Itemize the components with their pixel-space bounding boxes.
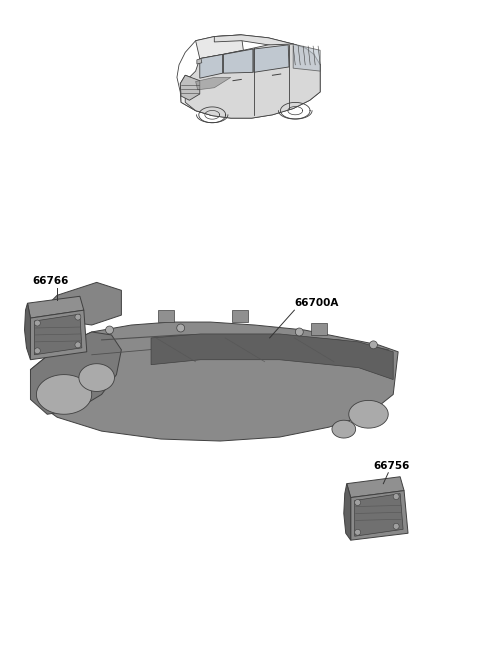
Circle shape	[393, 493, 399, 499]
Text: 66700A: 66700A	[294, 298, 339, 308]
Polygon shape	[30, 310, 87, 359]
Circle shape	[35, 320, 40, 326]
Text: 66766: 66766	[32, 276, 69, 287]
Text: 66756: 66756	[373, 461, 410, 471]
Polygon shape	[158, 310, 174, 322]
Polygon shape	[180, 75, 200, 100]
Circle shape	[295, 328, 303, 336]
Circle shape	[106, 326, 113, 334]
Polygon shape	[180, 75, 214, 115]
Polygon shape	[30, 322, 398, 441]
Polygon shape	[355, 493, 403, 536]
Polygon shape	[293, 44, 320, 71]
Polygon shape	[200, 54, 223, 78]
Circle shape	[355, 529, 360, 535]
Polygon shape	[214, 35, 293, 51]
Circle shape	[35, 348, 40, 354]
Polygon shape	[351, 491, 408, 540]
Polygon shape	[79, 363, 114, 392]
Circle shape	[393, 523, 399, 529]
Circle shape	[370, 341, 377, 349]
Circle shape	[75, 314, 81, 320]
Polygon shape	[44, 282, 121, 325]
Polygon shape	[185, 44, 320, 118]
Polygon shape	[24, 303, 30, 359]
Circle shape	[177, 324, 185, 332]
Polygon shape	[35, 314, 82, 355]
Polygon shape	[36, 375, 92, 414]
Polygon shape	[254, 45, 289, 72]
Polygon shape	[196, 77, 231, 90]
Polygon shape	[30, 332, 121, 414]
Circle shape	[355, 499, 360, 506]
Polygon shape	[27, 297, 84, 318]
Polygon shape	[223, 49, 253, 73]
Polygon shape	[347, 477, 404, 497]
Polygon shape	[311, 323, 327, 335]
Polygon shape	[197, 58, 202, 64]
Polygon shape	[232, 310, 248, 322]
Polygon shape	[349, 400, 388, 428]
Polygon shape	[332, 420, 356, 438]
Polygon shape	[151, 334, 393, 380]
Polygon shape	[196, 35, 243, 58]
Circle shape	[75, 342, 81, 348]
Polygon shape	[344, 483, 351, 540]
